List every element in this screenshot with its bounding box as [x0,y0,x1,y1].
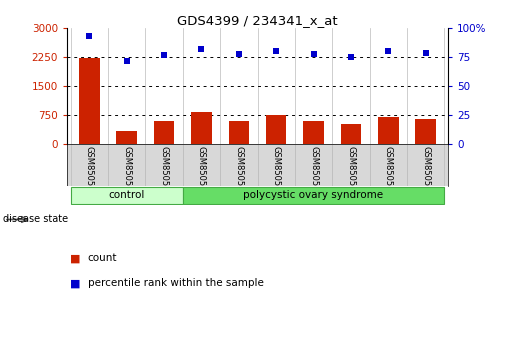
Point [235,51,243,57]
Bar [183,187,444,204]
Point [347,55,355,60]
Text: count: count [88,253,117,263]
Text: GSM850530: GSM850530 [197,146,206,196]
Text: GSM850536: GSM850536 [421,146,430,197]
Point [421,50,430,55]
Bar [416,119,436,144]
Bar [79,58,99,144]
Text: percentile rank within the sample: percentile rank within the sample [88,278,264,288]
Text: GSM850532: GSM850532 [272,146,281,196]
Bar [378,117,399,144]
Bar [229,121,249,144]
Bar [191,112,212,144]
Bar [145,144,183,186]
Bar [303,121,324,144]
Bar [332,144,370,186]
Bar [370,144,407,186]
Bar [258,144,295,186]
Text: GSM850533: GSM850533 [309,146,318,197]
Text: ■: ■ [70,278,80,288]
Point [160,52,168,58]
Text: polycystic ovary syndrome: polycystic ovary syndrome [244,190,384,200]
Text: GSM850528: GSM850528 [122,146,131,196]
Title: GDS4399 / 234341_x_at: GDS4399 / 234341_x_at [177,14,338,27]
Point [123,58,131,63]
Bar [71,144,108,186]
Text: GSM850531: GSM850531 [234,146,243,196]
Point [384,48,392,54]
Text: control: control [109,190,145,200]
Bar [183,144,220,186]
Bar [295,144,332,186]
Bar [220,144,258,186]
Point [310,51,318,57]
Text: GSM850527: GSM850527 [85,146,94,196]
Text: GSM850529: GSM850529 [160,146,168,196]
Text: GSM850534: GSM850534 [347,146,355,196]
Bar [407,144,444,186]
Bar [116,131,137,144]
Point [197,46,205,52]
Bar [154,121,175,144]
Bar [266,114,286,144]
Bar [108,144,145,186]
Bar [340,124,361,144]
Text: GSM850535: GSM850535 [384,146,393,196]
Point [272,48,280,54]
Text: ■: ■ [70,253,80,263]
Bar [71,187,183,204]
Text: disease state: disease state [3,214,67,224]
Point [85,34,94,39]
